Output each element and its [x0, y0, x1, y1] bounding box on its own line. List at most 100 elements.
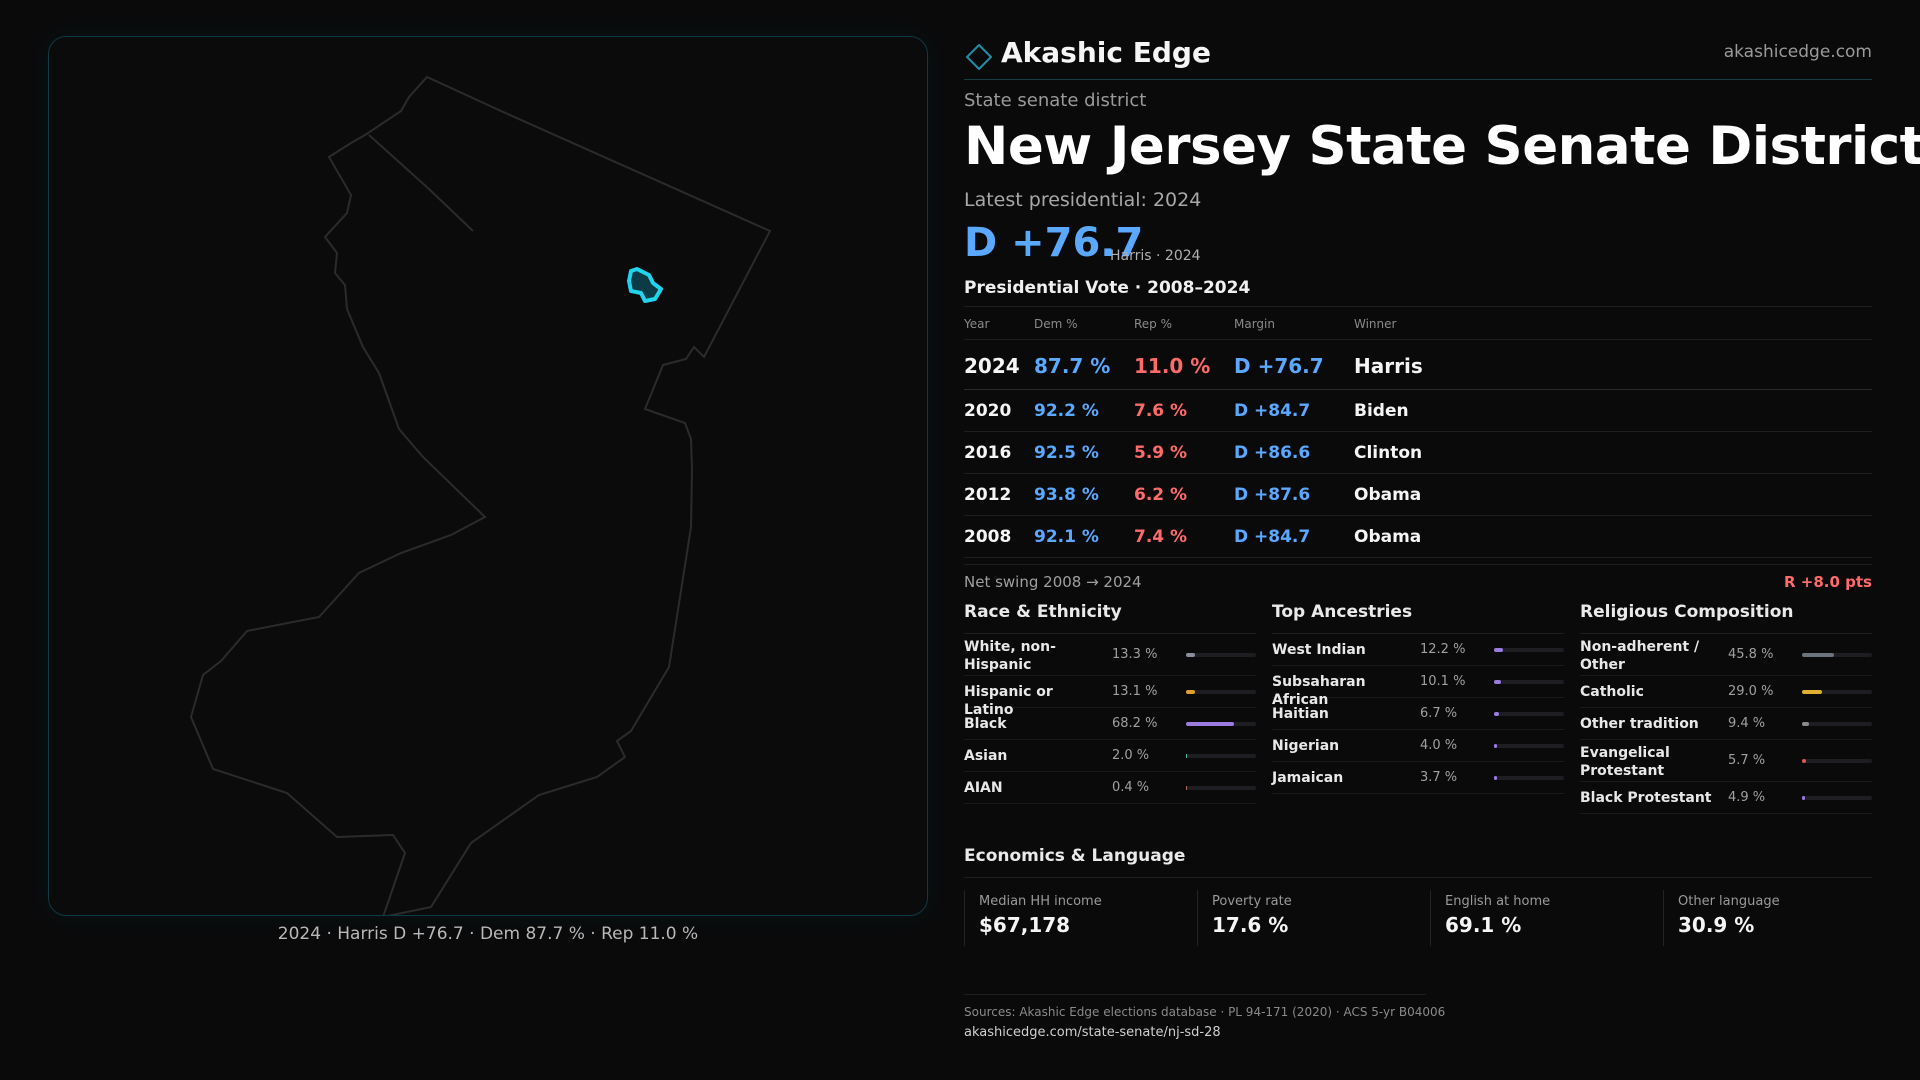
religion-label: Black Protestant [1580, 790, 1712, 806]
race-pct: 2.0 % [1112, 748, 1150, 763]
map-panel[interactable] [48, 36, 928, 916]
race-label: Hispanic or Latino [964, 684, 1053, 718]
map-caption: 2024 · Harris D +76.7 · Dem 87.7 % · Rep… [277, 924, 699, 944]
econ-card: Other language 30.9 % [1663, 890, 1883, 946]
row-dem: 87.7 % [1034, 354, 1111, 378]
race-ethnicity-section: Race & Ethnicity White, non-Hispanic 13.… [964, 602, 1256, 804]
col-year-header: Year [964, 317, 990, 331]
sources-text: Sources: Akashic Edge elections database… [964, 1005, 1446, 1019]
list-item: Evangelical Protestant 5.7 % [1580, 740, 1872, 782]
list-item: Other tradition 9.4 % [1580, 708, 1872, 740]
col-dem-header: Dem % [1034, 317, 1078, 331]
district-highlight [627, 267, 663, 303]
row-year: 2016 [964, 443, 1012, 463]
net-swing-label: Net swing 2008 → 2024 [964, 573, 1142, 591]
race-label: White, non-Hispanic [964, 639, 1056, 673]
ancestry-label: Haitian [1272, 706, 1329, 722]
sources-footer: Sources: Akashic Edge elections database… [964, 994, 1446, 1040]
ancestry-bar [1494, 744, 1497, 748]
race-label: AIAN [964, 780, 1003, 796]
race-bar-track [1186, 722, 1256, 726]
religion-bar [1802, 796, 1806, 800]
ancestry-bar-track [1494, 712, 1564, 716]
table-row: 2008 92.1 % 7.4 % D +84.7 Obama [964, 516, 1872, 558]
list-item: Asian 2.0 % [964, 740, 1256, 772]
list-item: Catholic 29.0 % [1580, 676, 1872, 708]
row-year: 2024 [964, 354, 1020, 378]
list-item: West Indian 12.2 % [1272, 634, 1564, 666]
race-bar-track [1186, 786, 1256, 790]
ancestries-section: Top Ancestries West Indian 12.2 % Subsah… [1272, 602, 1564, 794]
race-pct: 13.3 % [1112, 647, 1158, 662]
district-type-label: State senate district [964, 90, 1147, 111]
econ-value: $67,178 [979, 913, 1071, 937]
ancestry-bar [1494, 776, 1497, 780]
religion-bar-track [1802, 796, 1872, 800]
list-item: Nigerian 4.0 % [1272, 730, 1564, 762]
row-year: 2012 [964, 485, 1012, 505]
row-year: 2020 [964, 401, 1012, 421]
col-rep-header: Rep % [1134, 317, 1173, 331]
table-row: 2024 87.7 % 11.0 % D +76.7 Harris [964, 340, 1872, 390]
row-winner: Obama [1354, 485, 1422, 505]
list-item: White, non-Hispanic 13.3 % [964, 634, 1256, 676]
table-row: 2020 92.2 % 7.6 % D +84.7 Biden [964, 390, 1872, 432]
religion-bar-track [1802, 722, 1872, 726]
ancestry-label: West Indian [1272, 642, 1366, 658]
ancestry-label: Nigerian [1272, 738, 1340, 754]
col-margin-header: Margin [1234, 317, 1275, 331]
economics-heading: Economics & Language [964, 846, 1872, 878]
row-year: 2008 [964, 527, 1012, 547]
econ-card: Poverty rate 17.6 % [1197, 890, 1417, 946]
religion-bar [1802, 653, 1835, 657]
religion-label: Evangelical Protestant [1580, 745, 1670, 779]
col-winner-header: Winner [1354, 317, 1397, 331]
net-swing-value: R +8.0 pts [1784, 573, 1872, 591]
row-margin: D +87.6 [1234, 485, 1311, 505]
table-header: Year Dem % Rep % Margin Winner [964, 306, 1872, 340]
source-link[interactable]: akashicedge.com/state-senate/nj-sd-28 [964, 1025, 1221, 1040]
econ-value: 69.1 % [1445, 913, 1522, 937]
list-item: Jamaican 3.7 % [1272, 762, 1564, 794]
brand-name: Akashic Edge [1001, 36, 1211, 69]
row-dem: 92.2 % [1034, 401, 1099, 421]
religion-label: Non-adherent / Other [1580, 639, 1700, 673]
state-interior-line [368, 134, 474, 232]
row-margin: D +84.7 [1234, 401, 1311, 421]
race-pct: 13.1 % [1112, 684, 1158, 699]
race-bar-track [1186, 690, 1256, 694]
econ-value: 30.9 % [1678, 913, 1755, 937]
religion-pct: 45.8 % [1728, 647, 1774, 662]
religion-bar-track [1802, 759, 1872, 763]
ancestry-bar-track [1494, 776, 1564, 780]
state-outline [189, 75, 772, 915]
row-dem: 92.1 % [1034, 527, 1099, 547]
race-bar-track [1186, 754, 1256, 758]
list-item: Haitian 6.7 % [1272, 698, 1564, 730]
row-margin: D +76.7 [1234, 354, 1324, 378]
list-item: Black 68.2 % [964, 708, 1256, 740]
row-winner: Biden [1354, 401, 1409, 421]
brand-link[interactable]: akashicedge.com [1723, 42, 1872, 62]
religion-label: Other tradition [1580, 716, 1699, 732]
religion-bar [1802, 690, 1823, 694]
ancestry-pct: 3.7 % [1420, 770, 1458, 785]
religion-section: Religious Composition Non-adherent / Oth… [1580, 602, 1872, 814]
latest-presidential-label: Latest presidential: 2024 [964, 189, 1202, 211]
row-dem: 93.8 % [1034, 485, 1099, 505]
religion-bar [1802, 759, 1806, 763]
latest-margin: D +76.7 [964, 220, 1144, 266]
table-row: 2016 92.5 % 5.9 % D +86.6 Clinton [964, 432, 1872, 474]
ancestry-bar [1494, 648, 1503, 652]
row-winner: Harris [1354, 354, 1423, 378]
ancestry-bar [1494, 712, 1499, 716]
row-rep: 11.0 % [1134, 354, 1211, 378]
list-item: Non-adherent / Other 45.8 % [1580, 634, 1872, 676]
ancestry-label: Subsaharan African [1272, 674, 1366, 708]
brand-header: Akashic Edge akashicedge.com [964, 36, 1872, 80]
ancestry-bar-track [1494, 680, 1564, 684]
race-bar [1186, 754, 1188, 758]
list-item: Subsaharan African 10.1 % [1272, 666, 1564, 708]
race-ethnicity-heading: Race & Ethnicity [964, 602, 1256, 634]
ancestry-bar-track [1494, 744, 1564, 748]
